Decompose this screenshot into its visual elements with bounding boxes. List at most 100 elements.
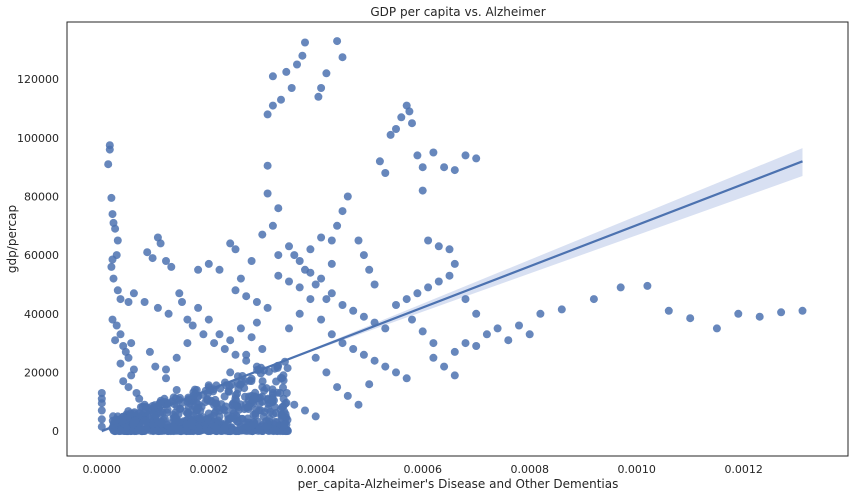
data-point: [686, 314, 695, 323]
data-point: [220, 425, 229, 433]
data-point: [199, 330, 208, 339]
data-point: [251, 411, 260, 420]
y-tick-label: 0: [52, 425, 59, 438]
data-point: [311, 280, 320, 289]
data-point: [204, 315, 213, 324]
data-point: [226, 336, 235, 345]
chart-title: GDP per capita vs. Alzheimer: [370, 5, 545, 19]
data-point: [119, 377, 128, 386]
data-point: [277, 95, 285, 104]
data-point: [252, 298, 261, 306]
data-point: [135, 394, 144, 403]
data-point: [145, 347, 154, 356]
data-point: [231, 350, 240, 359]
data-point: [247, 257, 256, 265]
data-point: [116, 427, 125, 435]
data-point: [370, 280, 379, 289]
data-point: [178, 298, 186, 306]
data-point: [176, 427, 185, 436]
data-point: [285, 324, 293, 333]
data-point: [429, 339, 438, 348]
data-point: [242, 292, 251, 301]
data-point: [226, 239, 235, 248]
data-point: [450, 371, 459, 380]
data-point: [418, 163, 427, 172]
data-point: [349, 345, 358, 353]
data-point: [298, 51, 307, 60]
data-point: [777, 308, 786, 317]
data-point: [557, 305, 566, 314]
data-point: [140, 298, 149, 306]
data-point: [295, 257, 304, 265]
data-point: [258, 230, 267, 239]
data-point: [134, 426, 142, 435]
data-point: [116, 295, 125, 304]
data-point: [386, 130, 395, 139]
data-point: [245, 376, 254, 385]
data-point: [370, 356, 379, 365]
data-point: [164, 309, 173, 318]
data-point: [755, 312, 764, 321]
data-point: [282, 389, 291, 397]
data-point: [381, 362, 390, 371]
x-tick-label: 0.0002: [190, 463, 229, 476]
data-point: [293, 60, 301, 69]
data-point: [194, 303, 203, 312]
data-point: [359, 350, 368, 359]
y-tick-label: 80000: [24, 190, 59, 203]
data-point: [306, 245, 315, 254]
data-point: [493, 324, 502, 333]
data-point: [418, 186, 427, 195]
data-point: [107, 262, 116, 271]
data-point: [153, 303, 162, 312]
data-point: [333, 383, 342, 392]
data-point: [104, 160, 113, 169]
data-point: [268, 72, 277, 81]
data-point: [226, 368, 235, 377]
data-point: [248, 420, 257, 429]
data-point: [111, 336, 120, 345]
data-point: [181, 407, 190, 416]
data-point: [219, 405, 228, 414]
data-point: [175, 289, 184, 298]
data-point: [359, 312, 368, 321]
data-point: [187, 417, 196, 426]
data-point: [242, 356, 251, 365]
data-point: [130, 408, 139, 417]
data-point: [472, 309, 481, 318]
data-point: [162, 365, 170, 374]
y-tick-label: 120000: [17, 73, 59, 86]
data-point: [171, 394, 180, 403]
data-point: [317, 315, 326, 324]
data-point: [322, 295, 331, 304]
data-point: [255, 399, 264, 408]
x-tick-label: 0.0010: [617, 463, 656, 476]
x-tick-label: 0.0008: [510, 463, 549, 476]
data-point: [204, 427, 213, 436]
data-point: [151, 362, 160, 371]
x-tick-label: 0.0012: [724, 463, 763, 476]
data-point: [440, 362, 449, 371]
data-point: [274, 204, 283, 213]
data-point: [798, 306, 807, 315]
data-point: [148, 254, 157, 263]
y-tick-labels: 0 20000 40000 60000 80000 100000 120000: [17, 73, 59, 438]
data-point: [301, 38, 309, 47]
data-point: [413, 289, 422, 298]
data-point: [450, 166, 459, 175]
data-point: [271, 409, 280, 417]
data-point: [343, 391, 352, 400]
data-point: [283, 427, 292, 435]
data-point: [375, 157, 384, 166]
data-point: [108, 210, 117, 219]
data-point: [392, 301, 400, 309]
data-point: [281, 399, 290, 408]
data-point: [279, 376, 288, 385]
data-point: [231, 286, 240, 295]
data-point: [440, 163, 449, 172]
data-point: [643, 281, 652, 290]
data-point: [354, 236, 363, 245]
data-point: [274, 251, 283, 260]
x-axis-label: per_capita-Alzheimer's Disease and Other…: [298, 477, 619, 491]
